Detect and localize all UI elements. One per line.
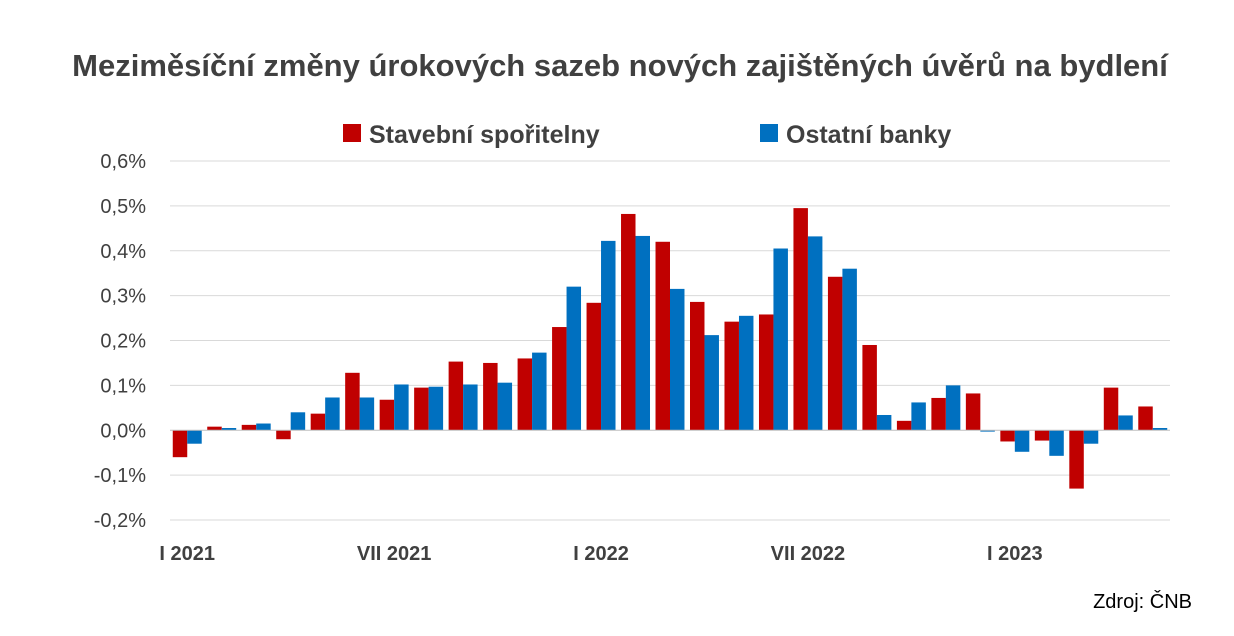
y-tick-label: 0,5% bbox=[100, 196, 146, 218]
bar-stavebni bbox=[1000, 430, 1015, 442]
bar-ostatni bbox=[1118, 415, 1133, 431]
bar-stavebni bbox=[345, 372, 360, 431]
y-tick-label: 0,0% bbox=[100, 420, 146, 442]
bar-ostatni bbox=[1152, 428, 1168, 431]
legend-swatch-stavebni bbox=[343, 124, 361, 142]
bar-ostatni bbox=[601, 240, 616, 431]
x-tick-label: I 2023 bbox=[987, 543, 1043, 565]
bar-ostatni bbox=[532, 352, 547, 431]
bar-stavebni bbox=[552, 327, 567, 431]
bar-stavebni bbox=[1034, 430, 1050, 441]
legend-label-stavebni: Stavební spořitelny bbox=[369, 121, 600, 149]
x-tick-label: I 2021 bbox=[159, 543, 215, 565]
bar-stavebni bbox=[310, 413, 326, 431]
bar-ostatni bbox=[463, 384, 478, 431]
bar-ostatni bbox=[980, 430, 995, 432]
y-axis: -0,2% -0,1% 0,0% 0,1% 0,2% 0,3% 0,4% 0,5% 0,6% bbox=[94, 151, 146, 532]
bar-ostatni bbox=[290, 412, 306, 431]
bar-ostatni bbox=[221, 428, 237, 431]
x-tick-label: VII 2021 bbox=[357, 543, 432, 565]
bars bbox=[172, 208, 1168, 489]
bar-stavebni bbox=[207, 426, 222, 431]
x-tick-label: VII 2022 bbox=[771, 543, 846, 565]
bar-stavebni bbox=[448, 361, 464, 431]
x-axis: I 2021 VII 2021 I 2022 VII 2022 I 2023 bbox=[159, 543, 1042, 565]
bar-stavebni bbox=[758, 314, 774, 431]
bar-stavebni bbox=[586, 302, 602, 431]
y-tick-label: 0,4% bbox=[100, 241, 146, 263]
bar-stavebni bbox=[1069, 430, 1084, 489]
bar-stavebni bbox=[414, 387, 429, 431]
legend: Stavební spořitelny Ostatní banky bbox=[343, 121, 951, 149]
y-tick-label: 0,3% bbox=[100, 286, 146, 308]
bar-stavebni bbox=[621, 213, 636, 431]
bar-stavebni bbox=[965, 393, 981, 431]
bar-stavebni bbox=[655, 241, 670, 431]
bar-ostatni bbox=[187, 430, 202, 444]
bar-ostatni bbox=[911, 402, 926, 431]
legend-swatch-ostatni bbox=[760, 124, 778, 142]
y-tick-label: -0,1% bbox=[94, 465, 146, 487]
bar-ostatni bbox=[876, 414, 892, 431]
bar-stavebni bbox=[690, 301, 705, 431]
bar-ostatni bbox=[566, 286, 582, 431]
bar-stavebni bbox=[724, 321, 739, 431]
bar-ostatni bbox=[945, 385, 961, 431]
bar-ostatni bbox=[1014, 430, 1030, 452]
bar-ostatni bbox=[842, 268, 857, 431]
bar-ostatni bbox=[1083, 430, 1099, 444]
legend-label-ostatni: Ostatní banky bbox=[786, 121, 951, 149]
bar-ostatni bbox=[704, 335, 719, 431]
bar-ostatni bbox=[256, 423, 271, 431]
y-tick-label: 0,2% bbox=[100, 331, 146, 353]
y-tick-label: 0,1% bbox=[100, 375, 146, 397]
bar-stavebni bbox=[276, 430, 291, 440]
x-tick-label: I 2022 bbox=[573, 543, 629, 565]
y-tick-label: -0,2% bbox=[94, 510, 146, 532]
bar-ostatni bbox=[394, 384, 409, 431]
bar-stavebni bbox=[241, 424, 257, 431]
bar-ostatni bbox=[807, 236, 823, 431]
bar-stavebni bbox=[172, 430, 188, 458]
bar-ostatni bbox=[738, 315, 754, 431]
chart-title: Meziměsíční změny úrokových sazeb nových… bbox=[72, 48, 1169, 83]
bar-stavebni bbox=[896, 420, 912, 431]
bar-stavebni bbox=[1138, 406, 1153, 431]
bar-ostatni bbox=[670, 288, 685, 431]
source-label: Zdroj: ČNB bbox=[1093, 590, 1192, 613]
bar-ostatni bbox=[428, 386, 444, 431]
bar-ostatni bbox=[325, 397, 340, 431]
bar-stavebni bbox=[793, 208, 808, 431]
bar-stavebni bbox=[931, 397, 946, 431]
bar-stavebni bbox=[483, 362, 498, 431]
bar-ostatni bbox=[1049, 430, 1064, 456]
y-tick-label: 0,6% bbox=[100, 151, 146, 173]
bar-stavebni bbox=[379, 399, 395, 431]
bar-stavebni bbox=[517, 358, 533, 431]
bar-ostatni bbox=[359, 397, 375, 431]
bar-ostatni bbox=[635, 235, 650, 431]
bar-stavebni bbox=[862, 344, 877, 431]
bar-ostatni bbox=[497, 382, 513, 431]
bar-stavebni bbox=[827, 276, 843, 431]
bar-stavebni bbox=[1103, 387, 1119, 431]
bar-ostatni bbox=[773, 248, 788, 431]
